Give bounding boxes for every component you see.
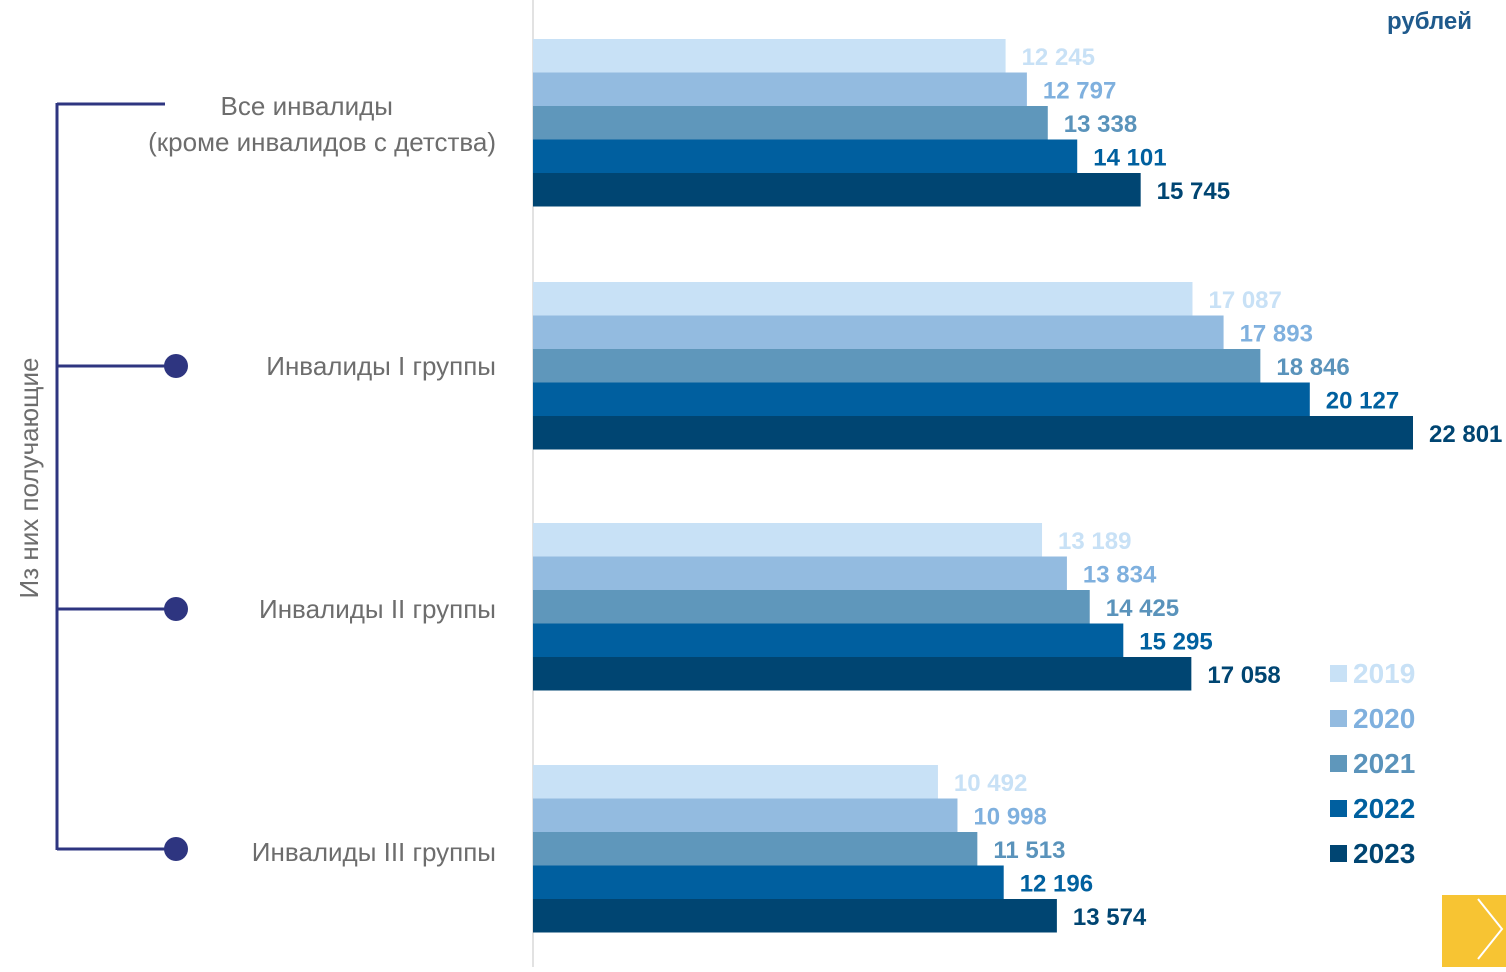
category-label: Инвалиды I группы xyxy=(266,351,496,381)
category-label: Все инвалиды (кроме инвалидов с детства) xyxy=(148,91,496,157)
category-label-line: Инвалиды II группы xyxy=(259,594,496,624)
bar xyxy=(533,899,1057,933)
data-label: 14 425 xyxy=(1106,595,1179,622)
data-label: 17 058 xyxy=(1207,662,1280,689)
bracket-dot xyxy=(164,354,188,378)
bar xyxy=(533,315,1224,349)
bar xyxy=(533,416,1413,450)
data-label: 13 189 xyxy=(1058,528,1131,555)
data-label: 10 492 xyxy=(954,770,1027,797)
data-label: 12 196 xyxy=(1020,870,1093,897)
bar xyxy=(533,282,1193,316)
data-label: 14 101 xyxy=(1093,144,1166,171)
bar xyxy=(533,106,1048,140)
bar xyxy=(533,39,1006,73)
data-label: 13 338 xyxy=(1064,111,1137,138)
data-label: 15 745 xyxy=(1157,178,1230,205)
bar xyxy=(533,349,1261,383)
bar xyxy=(533,72,1027,106)
category-label-line: Все инвалиды xyxy=(221,91,393,121)
legend-label: 2023 xyxy=(1353,838,1415,869)
bar xyxy=(533,657,1192,691)
data-label: 11 513 xyxy=(993,837,1065,864)
bracket-dot xyxy=(164,837,188,861)
bar xyxy=(533,556,1067,590)
legend-swatch xyxy=(1330,845,1347,862)
category-label-line: Инвалиды I группы xyxy=(266,351,496,381)
data-label: 15 295 xyxy=(1139,628,1212,655)
bracket-dot xyxy=(164,597,188,621)
data-label: 20 127 xyxy=(1326,387,1399,414)
data-label: 12 245 xyxy=(1022,44,1095,71)
legend-swatch xyxy=(1330,710,1347,727)
data-label: 13 574 xyxy=(1073,904,1147,931)
legend-label: 2019 xyxy=(1353,658,1415,689)
bar xyxy=(533,173,1141,207)
data-label: 10 998 xyxy=(973,803,1046,830)
unit-label: рублей xyxy=(1387,8,1472,35)
legend-label: 2021 xyxy=(1353,748,1415,779)
legend-swatch xyxy=(1330,755,1347,772)
bar xyxy=(533,382,1310,416)
data-label: 17 893 xyxy=(1240,320,1313,347)
legend-swatch xyxy=(1330,800,1347,817)
category-label-line: (кроме инвалидов с детства) xyxy=(148,127,496,157)
bar xyxy=(533,139,1078,173)
data-label: 18 846 xyxy=(1276,354,1349,381)
next-slide-button[interactable] xyxy=(1442,895,1506,967)
bar xyxy=(533,623,1124,657)
bar xyxy=(533,832,978,866)
data-label: 17 087 xyxy=(1208,287,1281,314)
legend-swatch xyxy=(1330,665,1347,682)
data-label: 22 801 xyxy=(1429,421,1502,448)
bar xyxy=(533,865,1004,899)
legend-label: 2022 xyxy=(1353,793,1415,824)
category-label: Инвалиды III группы xyxy=(252,837,496,867)
bar xyxy=(533,523,1043,557)
legend-label: 2020 xyxy=(1353,703,1415,734)
data-label: 12 797 xyxy=(1043,77,1116,104)
bar xyxy=(533,798,958,832)
category-label: Инвалиды II группы xyxy=(259,594,496,624)
side-label: Из них получающие xyxy=(14,358,44,599)
chevron-right-icon xyxy=(1477,898,1504,960)
bar xyxy=(533,590,1090,624)
data-label: 13 834 xyxy=(1083,561,1157,588)
bar xyxy=(533,765,938,799)
category-label-line: Инвалиды III группы xyxy=(252,837,496,867)
